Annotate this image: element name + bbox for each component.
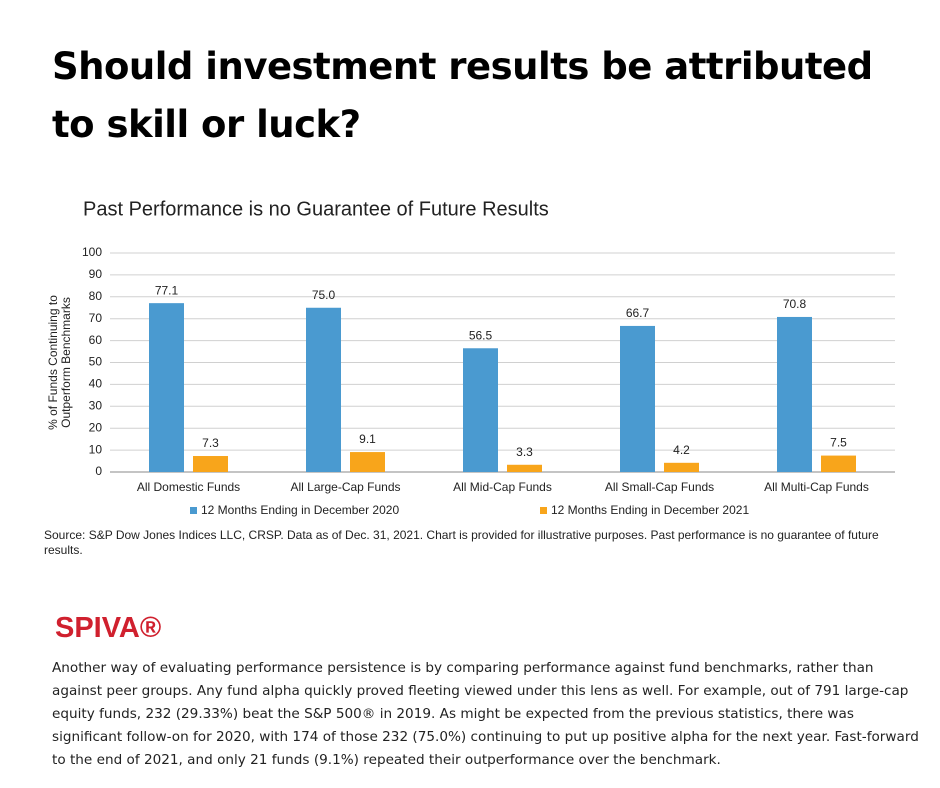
chart-title: Past Performance is no Guarantee of Futu… bbox=[83, 198, 549, 220]
value-label: 4.2 bbox=[673, 443, 690, 457]
y-tick-label: 80 bbox=[89, 289, 103, 303]
y-tick-label: 20 bbox=[89, 420, 103, 434]
chart: Past Performance is no Guarantee of Futu… bbox=[46, 198, 895, 517]
bar bbox=[306, 307, 341, 472]
y-tick-label: 40 bbox=[89, 377, 103, 391]
bar bbox=[149, 303, 184, 472]
y-tick-label: 0 bbox=[95, 464, 102, 478]
y-tick-label: 30 bbox=[89, 398, 103, 412]
legend-swatch bbox=[540, 507, 547, 514]
value-label: 7.3 bbox=[202, 436, 219, 450]
x-tick-label: All Small-Cap Funds bbox=[605, 480, 714, 494]
x-tick-label: All Multi-Cap Funds bbox=[764, 480, 869, 494]
x-tick-label: All Large-Cap Funds bbox=[290, 480, 400, 494]
y-tick-label: 70 bbox=[89, 311, 103, 325]
bar bbox=[507, 464, 542, 472]
value-label: 70.8 bbox=[783, 297, 807, 311]
bar bbox=[821, 455, 856, 472]
bar bbox=[350, 452, 385, 472]
y-axis-label: % of Funds Continuing toOutperform Bench… bbox=[46, 295, 73, 430]
brand: SPIVA® bbox=[55, 612, 162, 644]
value-label: 3.3 bbox=[516, 445, 533, 459]
chart-source: Source: S&P Dow Jones Indices LLC, CRSP.… bbox=[44, 528, 879, 557]
y-axis-label-line: Outperform Benchmarks bbox=[59, 297, 73, 428]
value-label: 75.0 bbox=[312, 288, 336, 302]
value-label: 66.7 bbox=[626, 306, 650, 320]
legend-swatch bbox=[190, 507, 197, 514]
value-label: 56.5 bbox=[469, 328, 493, 342]
x-tick-label: All Mid-Cap Funds bbox=[453, 480, 552, 494]
y-axis-label-line: % of Funds Continuing to bbox=[46, 295, 60, 430]
x-tick-label: All Domestic Funds bbox=[137, 480, 240, 494]
y-tick-label: 100 bbox=[82, 245, 102, 259]
bar bbox=[664, 462, 699, 472]
y-tick-label: 10 bbox=[89, 442, 103, 456]
bar bbox=[777, 316, 812, 472]
legend-label: 12 Months Ending in December 2020 bbox=[201, 503, 399, 517]
value-label: 9.1 bbox=[359, 432, 376, 446]
bar bbox=[193, 456, 228, 472]
bar bbox=[463, 348, 498, 472]
value-label: 7.5 bbox=[830, 436, 847, 450]
y-tick-label: 50 bbox=[89, 355, 103, 369]
legend-label: 12 Months Ending in December 2021 bbox=[551, 503, 749, 517]
y-tick-label: 90 bbox=[89, 267, 103, 281]
y-tick-label: 60 bbox=[89, 333, 103, 347]
page-title: Should investment results be attributed … bbox=[52, 45, 873, 146]
value-label: 77.1 bbox=[155, 283, 179, 297]
paragraph: Another way of evaluating performance pe… bbox=[52, 660, 919, 768]
bar bbox=[620, 325, 655, 472]
